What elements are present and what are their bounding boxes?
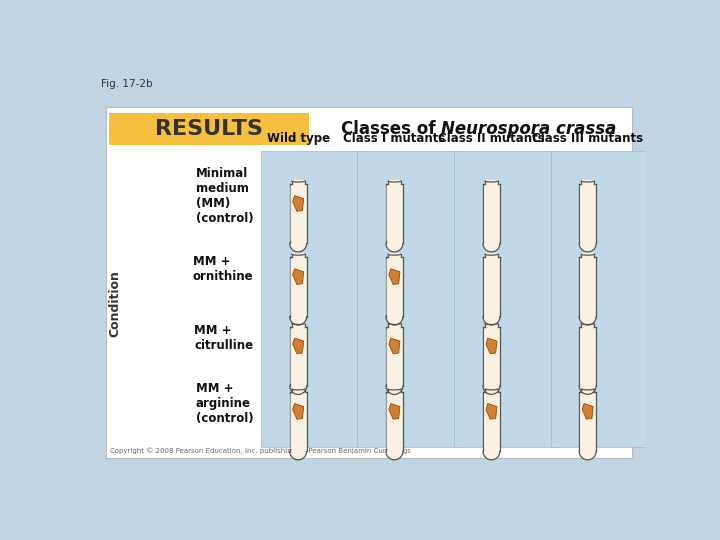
FancyBboxPatch shape bbox=[289, 257, 307, 316]
FancyBboxPatch shape bbox=[289, 392, 307, 451]
Text: Classes of: Classes of bbox=[341, 120, 441, 138]
FancyBboxPatch shape bbox=[579, 392, 596, 451]
FancyBboxPatch shape bbox=[388, 180, 401, 186]
Polygon shape bbox=[292, 338, 304, 354]
FancyBboxPatch shape bbox=[485, 323, 498, 329]
FancyBboxPatch shape bbox=[386, 257, 403, 316]
FancyBboxPatch shape bbox=[579, 257, 596, 316]
Circle shape bbox=[579, 308, 596, 325]
FancyBboxPatch shape bbox=[483, 257, 500, 316]
FancyBboxPatch shape bbox=[292, 253, 305, 260]
Polygon shape bbox=[389, 269, 400, 285]
FancyBboxPatch shape bbox=[292, 388, 305, 394]
Circle shape bbox=[483, 235, 500, 252]
FancyBboxPatch shape bbox=[386, 392, 403, 451]
Polygon shape bbox=[389, 338, 400, 354]
FancyBboxPatch shape bbox=[579, 184, 596, 244]
Circle shape bbox=[579, 377, 596, 394]
Text: Fig. 17-2b: Fig. 17-2b bbox=[101, 79, 153, 89]
FancyBboxPatch shape bbox=[581, 388, 594, 394]
Polygon shape bbox=[292, 403, 304, 419]
FancyBboxPatch shape bbox=[109, 112, 309, 145]
FancyBboxPatch shape bbox=[388, 388, 401, 394]
Circle shape bbox=[483, 308, 500, 325]
FancyBboxPatch shape bbox=[552, 151, 652, 448]
Circle shape bbox=[483, 377, 500, 394]
FancyBboxPatch shape bbox=[581, 180, 594, 186]
Circle shape bbox=[386, 308, 403, 325]
FancyBboxPatch shape bbox=[261, 151, 361, 448]
FancyBboxPatch shape bbox=[581, 323, 594, 329]
Circle shape bbox=[579, 443, 596, 460]
Polygon shape bbox=[292, 269, 304, 285]
FancyBboxPatch shape bbox=[106, 107, 632, 457]
FancyBboxPatch shape bbox=[483, 327, 500, 386]
FancyBboxPatch shape bbox=[388, 253, 401, 260]
FancyBboxPatch shape bbox=[386, 184, 403, 244]
Polygon shape bbox=[582, 403, 593, 419]
FancyBboxPatch shape bbox=[289, 327, 307, 386]
Text: Class I mutants: Class I mutants bbox=[343, 132, 446, 145]
Polygon shape bbox=[389, 403, 400, 419]
Text: MM +
arginine
(control): MM + arginine (control) bbox=[196, 382, 253, 425]
FancyBboxPatch shape bbox=[483, 392, 500, 451]
Text: Wild type: Wild type bbox=[266, 132, 330, 145]
Polygon shape bbox=[486, 338, 497, 354]
Polygon shape bbox=[292, 195, 304, 211]
Circle shape bbox=[289, 443, 307, 460]
FancyBboxPatch shape bbox=[485, 253, 498, 260]
Text: MM +
ornithine: MM + ornithine bbox=[193, 255, 253, 283]
Circle shape bbox=[386, 377, 403, 394]
FancyBboxPatch shape bbox=[388, 323, 401, 329]
Text: Class II mutants: Class II mutants bbox=[438, 132, 545, 145]
Circle shape bbox=[289, 308, 307, 325]
Circle shape bbox=[289, 235, 307, 252]
Text: Neurospora crassa: Neurospora crassa bbox=[441, 120, 617, 138]
FancyBboxPatch shape bbox=[292, 180, 305, 186]
FancyBboxPatch shape bbox=[483, 184, 500, 244]
Circle shape bbox=[579, 235, 596, 252]
FancyBboxPatch shape bbox=[292, 323, 305, 329]
Text: Copyright © 2008 Pearson Education, Inc. publishing as Pearson Benjamin Cummings: Copyright © 2008 Pearson Education, Inc.… bbox=[109, 447, 410, 454]
FancyBboxPatch shape bbox=[386, 327, 403, 386]
Text: Class III mutants: Class III mutants bbox=[532, 132, 643, 145]
Circle shape bbox=[386, 235, 403, 252]
FancyBboxPatch shape bbox=[454, 151, 554, 448]
Text: RESULTS: RESULTS bbox=[155, 119, 263, 139]
Text: MM +
citrulline: MM + citrulline bbox=[194, 324, 253, 352]
FancyBboxPatch shape bbox=[485, 180, 498, 186]
Text: Condition: Condition bbox=[109, 270, 122, 337]
Circle shape bbox=[483, 443, 500, 460]
FancyBboxPatch shape bbox=[485, 388, 498, 394]
Text: Minimal
medium
(MM)
(control): Minimal medium (MM) (control) bbox=[196, 167, 253, 225]
FancyBboxPatch shape bbox=[289, 184, 307, 244]
Circle shape bbox=[386, 443, 403, 460]
FancyBboxPatch shape bbox=[579, 327, 596, 386]
FancyBboxPatch shape bbox=[357, 151, 457, 448]
Polygon shape bbox=[486, 403, 497, 419]
Circle shape bbox=[289, 377, 307, 394]
FancyBboxPatch shape bbox=[581, 253, 594, 260]
